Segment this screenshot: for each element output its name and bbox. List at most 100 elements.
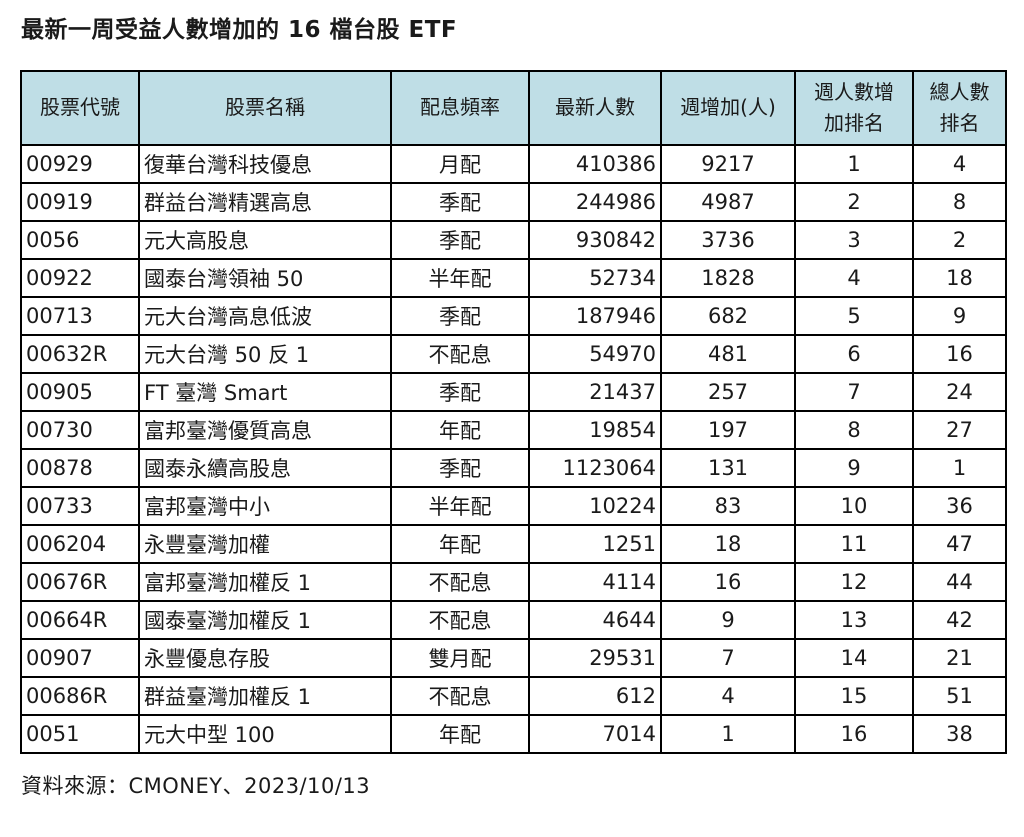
cell-weekly-increase: 481 (660, 333, 796, 374)
cell-weekly-increase: 1 (660, 713, 796, 754)
cell-dividend-frequency: 半年配 (390, 257, 530, 298)
table-header: 股票代號 股票名稱 配息頻率 最新人數 週增加(人) 週人數增 加排名 總人數 … (20, 69, 1007, 146)
cell-stock-code: 00905 (20, 371, 140, 412)
cell-stock-name: 國泰永續高股息 (138, 447, 392, 488)
cell-dividend-frequency: 季配 (390, 295, 530, 336)
cell-stock-code: 00713 (20, 295, 140, 336)
cell-dividend-frequency: 半年配 (390, 485, 530, 526)
cell-weekly-increase-rank: 11 (794, 523, 914, 564)
page-title: 最新一周受益人數增加的 16 檔台股 ETF (21, 17, 458, 43)
cell-weekly-increase: 9217 (660, 143, 796, 184)
cell-total-holders-rank: 51 (912, 675, 1007, 716)
cell-dividend-frequency: 不配息 (390, 333, 530, 374)
header-stock-code: 股票代號 (20, 69, 140, 146)
table-body: 00929 復華台灣科技優息 月配 410386 9217 1 4 00919 … (20, 143, 1007, 754)
table-row: 00664R 國泰臺灣加權反 1 不配息 4644 9 13 42 (20, 599, 1007, 640)
cell-weekly-increase: 682 (660, 295, 796, 336)
cell-weekly-increase-rank: 8 (794, 409, 914, 450)
cell-weekly-increase: 83 (660, 485, 796, 526)
cell-dividend-frequency: 年配 (390, 409, 530, 450)
cell-total-holders-rank: 44 (912, 561, 1007, 602)
cell-latest-holders: 29531 (528, 637, 662, 678)
header-row: 股票代號 股票名稱 配息頻率 最新人數 週增加(人) 週人數增 加排名 總人數 … (20, 69, 1007, 146)
cell-total-holders-rank: 4 (912, 143, 1007, 184)
cell-stock-code: 00919 (20, 181, 140, 222)
cell-weekly-increase-rank: 15 (794, 675, 914, 716)
cell-stock-name: 元大中型 100 (138, 713, 392, 754)
cell-weekly-increase-rank: 6 (794, 333, 914, 374)
cell-total-holders-rank: 38 (912, 713, 1007, 754)
table-row: 00713 元大台灣高息低波 季配 187946 682 5 9 (20, 295, 1007, 336)
cell-dividend-frequency: 年配 (390, 523, 530, 564)
table-row: 00686R 群益臺灣加權反 1 不配息 612 4 15 51 (20, 675, 1007, 716)
cell-total-holders-rank: 9 (912, 295, 1007, 336)
cell-stock-code: 0051 (20, 713, 140, 754)
table-row: 00907 永豐優息存股 雙月配 29531 7 14 21 (20, 637, 1007, 678)
cell-weekly-increase: 131 (660, 447, 796, 488)
table-row: 00676R 富邦臺灣加權反 1 不配息 4114 16 12 44 (20, 561, 1007, 602)
cell-stock-code: 00730 (20, 409, 140, 450)
cell-weekly-increase: 4987 (660, 181, 796, 222)
header-stock-name: 股票名稱 (138, 69, 392, 146)
header-latest-holders: 最新人數 (528, 69, 662, 146)
cell-weekly-increase-rank: 12 (794, 561, 914, 602)
cell-stock-code: 00929 (20, 143, 140, 184)
cell-weekly-increase-rank: 5 (794, 295, 914, 336)
cell-latest-holders: 1251 (528, 523, 662, 564)
table-row: 00905 FT 臺灣 Smart 季配 21437 257 7 24 (20, 371, 1007, 412)
cell-weekly-increase-rank: 2 (794, 181, 914, 222)
data-source-note: 資料來源：CMONEY、2023/10/13 (21, 773, 371, 798)
cell-stock-name: 富邦臺灣加權反 1 (138, 561, 392, 602)
cell-stock-code: 00922 (20, 257, 140, 298)
cell-weekly-increase-rank: 16 (794, 713, 914, 754)
cell-latest-holders: 930842 (528, 219, 662, 260)
cell-weekly-increase-rank: 7 (794, 371, 914, 412)
cell-stock-name: 國泰台灣領袖 50 (138, 257, 392, 298)
cell-stock-code: 0056 (20, 219, 140, 260)
cell-stock-code: 006204 (20, 523, 140, 564)
cell-weekly-increase: 4 (660, 675, 796, 716)
cell-stock-code: 00733 (20, 485, 140, 526)
cell-stock-code: 00686R (20, 675, 140, 716)
cell-total-holders-rank: 21 (912, 637, 1007, 678)
cell-total-holders-rank: 16 (912, 333, 1007, 374)
cell-weekly-increase: 3736 (660, 219, 796, 260)
cell-latest-holders: 7014 (528, 713, 662, 754)
header-dividend-frequency: 配息頻率 (390, 69, 530, 146)
table-row: 00730 富邦臺灣優質高息 年配 19854 197 8 27 (20, 409, 1007, 450)
cell-weekly-increase-rank: 1 (794, 143, 914, 184)
cell-stock-code: 00632R (20, 333, 140, 374)
cell-weekly-increase: 9 (660, 599, 796, 640)
cell-weekly-increase: 16 (660, 561, 796, 602)
cell-dividend-frequency: 不配息 (390, 561, 530, 602)
cell-dividend-frequency: 雙月配 (390, 637, 530, 678)
header-weekly-increase: 週增加(人) (660, 69, 796, 146)
cell-latest-holders: 54970 (528, 333, 662, 374)
table-row: 00929 復華台灣科技優息 月配 410386 9217 1 4 (20, 143, 1007, 184)
cell-weekly-increase-rank: 13 (794, 599, 914, 640)
cell-weekly-increase-rank: 9 (794, 447, 914, 488)
header-weekly-increase-rank: 週人數增 加排名 (794, 69, 914, 146)
cell-dividend-frequency: 季配 (390, 371, 530, 412)
cell-weekly-increase-rank: 3 (794, 219, 914, 260)
cell-stock-name: 群益台灣精選高息 (138, 181, 392, 222)
cell-total-holders-rank: 24 (912, 371, 1007, 412)
cell-stock-name: 永豐臺灣加權 (138, 523, 392, 564)
table-row: 00632R 元大台灣 50 反 1 不配息 54970 481 6 16 (20, 333, 1007, 374)
cell-dividend-frequency: 月配 (390, 143, 530, 184)
cell-dividend-frequency: 季配 (390, 219, 530, 260)
cell-total-holders-rank: 1 (912, 447, 1007, 488)
cell-latest-holders: 612 (528, 675, 662, 716)
cell-latest-holders: 19854 (528, 409, 662, 450)
cell-stock-name: 富邦臺灣優質高息 (138, 409, 392, 450)
cell-stock-name: 群益臺灣加權反 1 (138, 675, 392, 716)
cell-latest-holders: 410386 (528, 143, 662, 184)
cell-weekly-increase: 18 (660, 523, 796, 564)
cell-weekly-increase: 1828 (660, 257, 796, 298)
cell-latest-holders: 4114 (528, 561, 662, 602)
cell-total-holders-rank: 8 (912, 181, 1007, 222)
cell-latest-holders: 10224 (528, 485, 662, 526)
table-row: 0056 元大高股息 季配 930842 3736 3 2 (20, 219, 1007, 260)
cell-stock-code: 00664R (20, 599, 140, 640)
cell-stock-code: 00907 (20, 637, 140, 678)
